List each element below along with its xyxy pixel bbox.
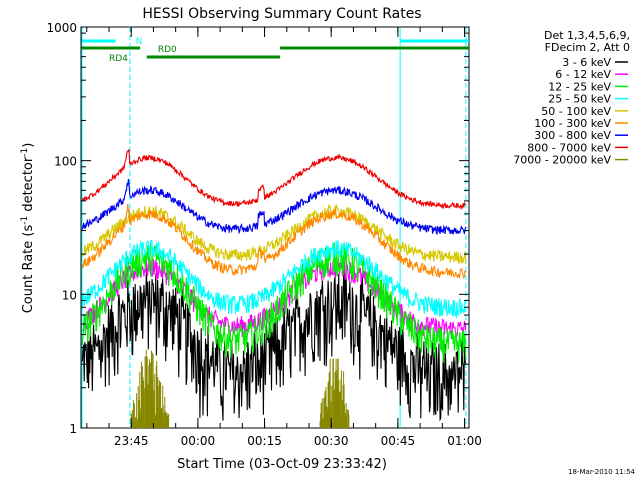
legend-label: 3 - 6 keV	[562, 56, 611, 69]
annotation-label: N	[136, 37, 143, 47]
legend-label: 7000 - 20000 keV	[513, 154, 611, 167]
series-300-800-kev	[81, 179, 467, 235]
legend: Det 1,3,4,5,6,9,FDecim 2, Att 0 3 - 6 keV…	[513, 29, 630, 167]
x-axis-label: Start Time (03-Oct-09 23:33:42)	[177, 457, 387, 472]
footer-date: 18-Mar-2010 11:54	[568, 468, 635, 476]
axis-ticks: 1 10 100 1000 23:45 00:00 00:15 00:30 00:45 01:00	[46, 21, 481, 448]
plot-frame	[80, 26, 470, 429]
series-line	[81, 149, 466, 211]
series-100-300-kev	[81, 203, 467, 280]
x-tick-label: 01:00	[447, 434, 482, 448]
series-line	[81, 239, 466, 319]
legend-header: FDecim 2, Att 0	[545, 41, 630, 54]
y-axis-label: Count Rate (s-1 detector-1)	[20, 143, 36, 314]
annotations: N RD0 RD4	[82, 37, 469, 64]
x-tick-label: 23:45	[114, 434, 149, 448]
x-tick-label: 00:00	[181, 434, 216, 448]
legend-label: 12 - 25 keV	[548, 80, 611, 93]
series-line	[81, 203, 467, 280]
x-tick-label: 00:45	[381, 434, 416, 448]
legend-label: 6 - 12 keV	[555, 68, 611, 81]
x-tick-label: 00:15	[247, 434, 282, 448]
y-tick-label: 100	[54, 155, 77, 169]
chart-title: HESSI Observing Summary Count Rates	[142, 6, 421, 22]
annotation-label: RD4	[109, 54, 128, 64]
series-line	[81, 179, 467, 235]
series-25-50-kev	[81, 239, 466, 319]
y-tick-label: 1	[69, 422, 77, 436]
legend-label: 800 - 7000 keV	[527, 141, 611, 154]
series-800-7000-kev	[81, 149, 466, 211]
legend-label: 50 - 100 keV	[541, 105, 611, 118]
y-tick-label: 10	[62, 288, 77, 302]
legend-label: 25 - 50 keV	[548, 93, 611, 106]
y-tick-label: 1000	[46, 21, 77, 35]
annotation-label: RD0	[158, 45, 177, 55]
x-tick-label: 00:30	[314, 434, 349, 448]
legend-header: Det 1,3,4,5,6,9,	[544, 29, 630, 42]
series-layer	[81, 149, 467, 428]
legend-label: 100 - 300 keV	[534, 117, 611, 130]
legend-label: 300 - 800 keV	[534, 129, 611, 142]
